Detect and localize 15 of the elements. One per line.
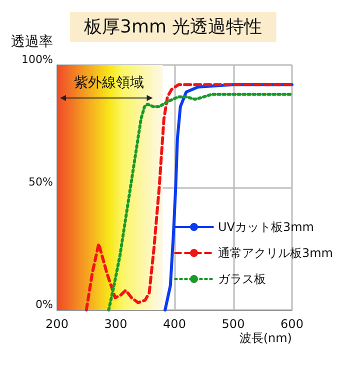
x-axis-title: 波長(nm) [239,331,292,345]
band-label: 紫外線領域 [74,75,144,91]
chart-title: 板厚3mm 光透過特性 [83,16,262,38]
legend-label: ガラス板 [218,272,266,286]
legend-label: 通常アクリル板3mm [218,246,333,260]
x-tick-label: 200 [46,317,68,331]
x-tick-label: 600 [280,317,304,331]
y-tick-label: 50% [28,176,53,188]
x-tick-label: 500 [222,317,245,331]
legend-label: UVカット板3mm [218,220,314,234]
x-tick-label: 300 [104,317,128,331]
x-tick-label: 400 [163,317,186,331]
y-tick-label: 0% [36,298,53,311]
y-axis-title: 透過率 [11,34,53,50]
y-tick-label: 100% [22,53,53,66]
